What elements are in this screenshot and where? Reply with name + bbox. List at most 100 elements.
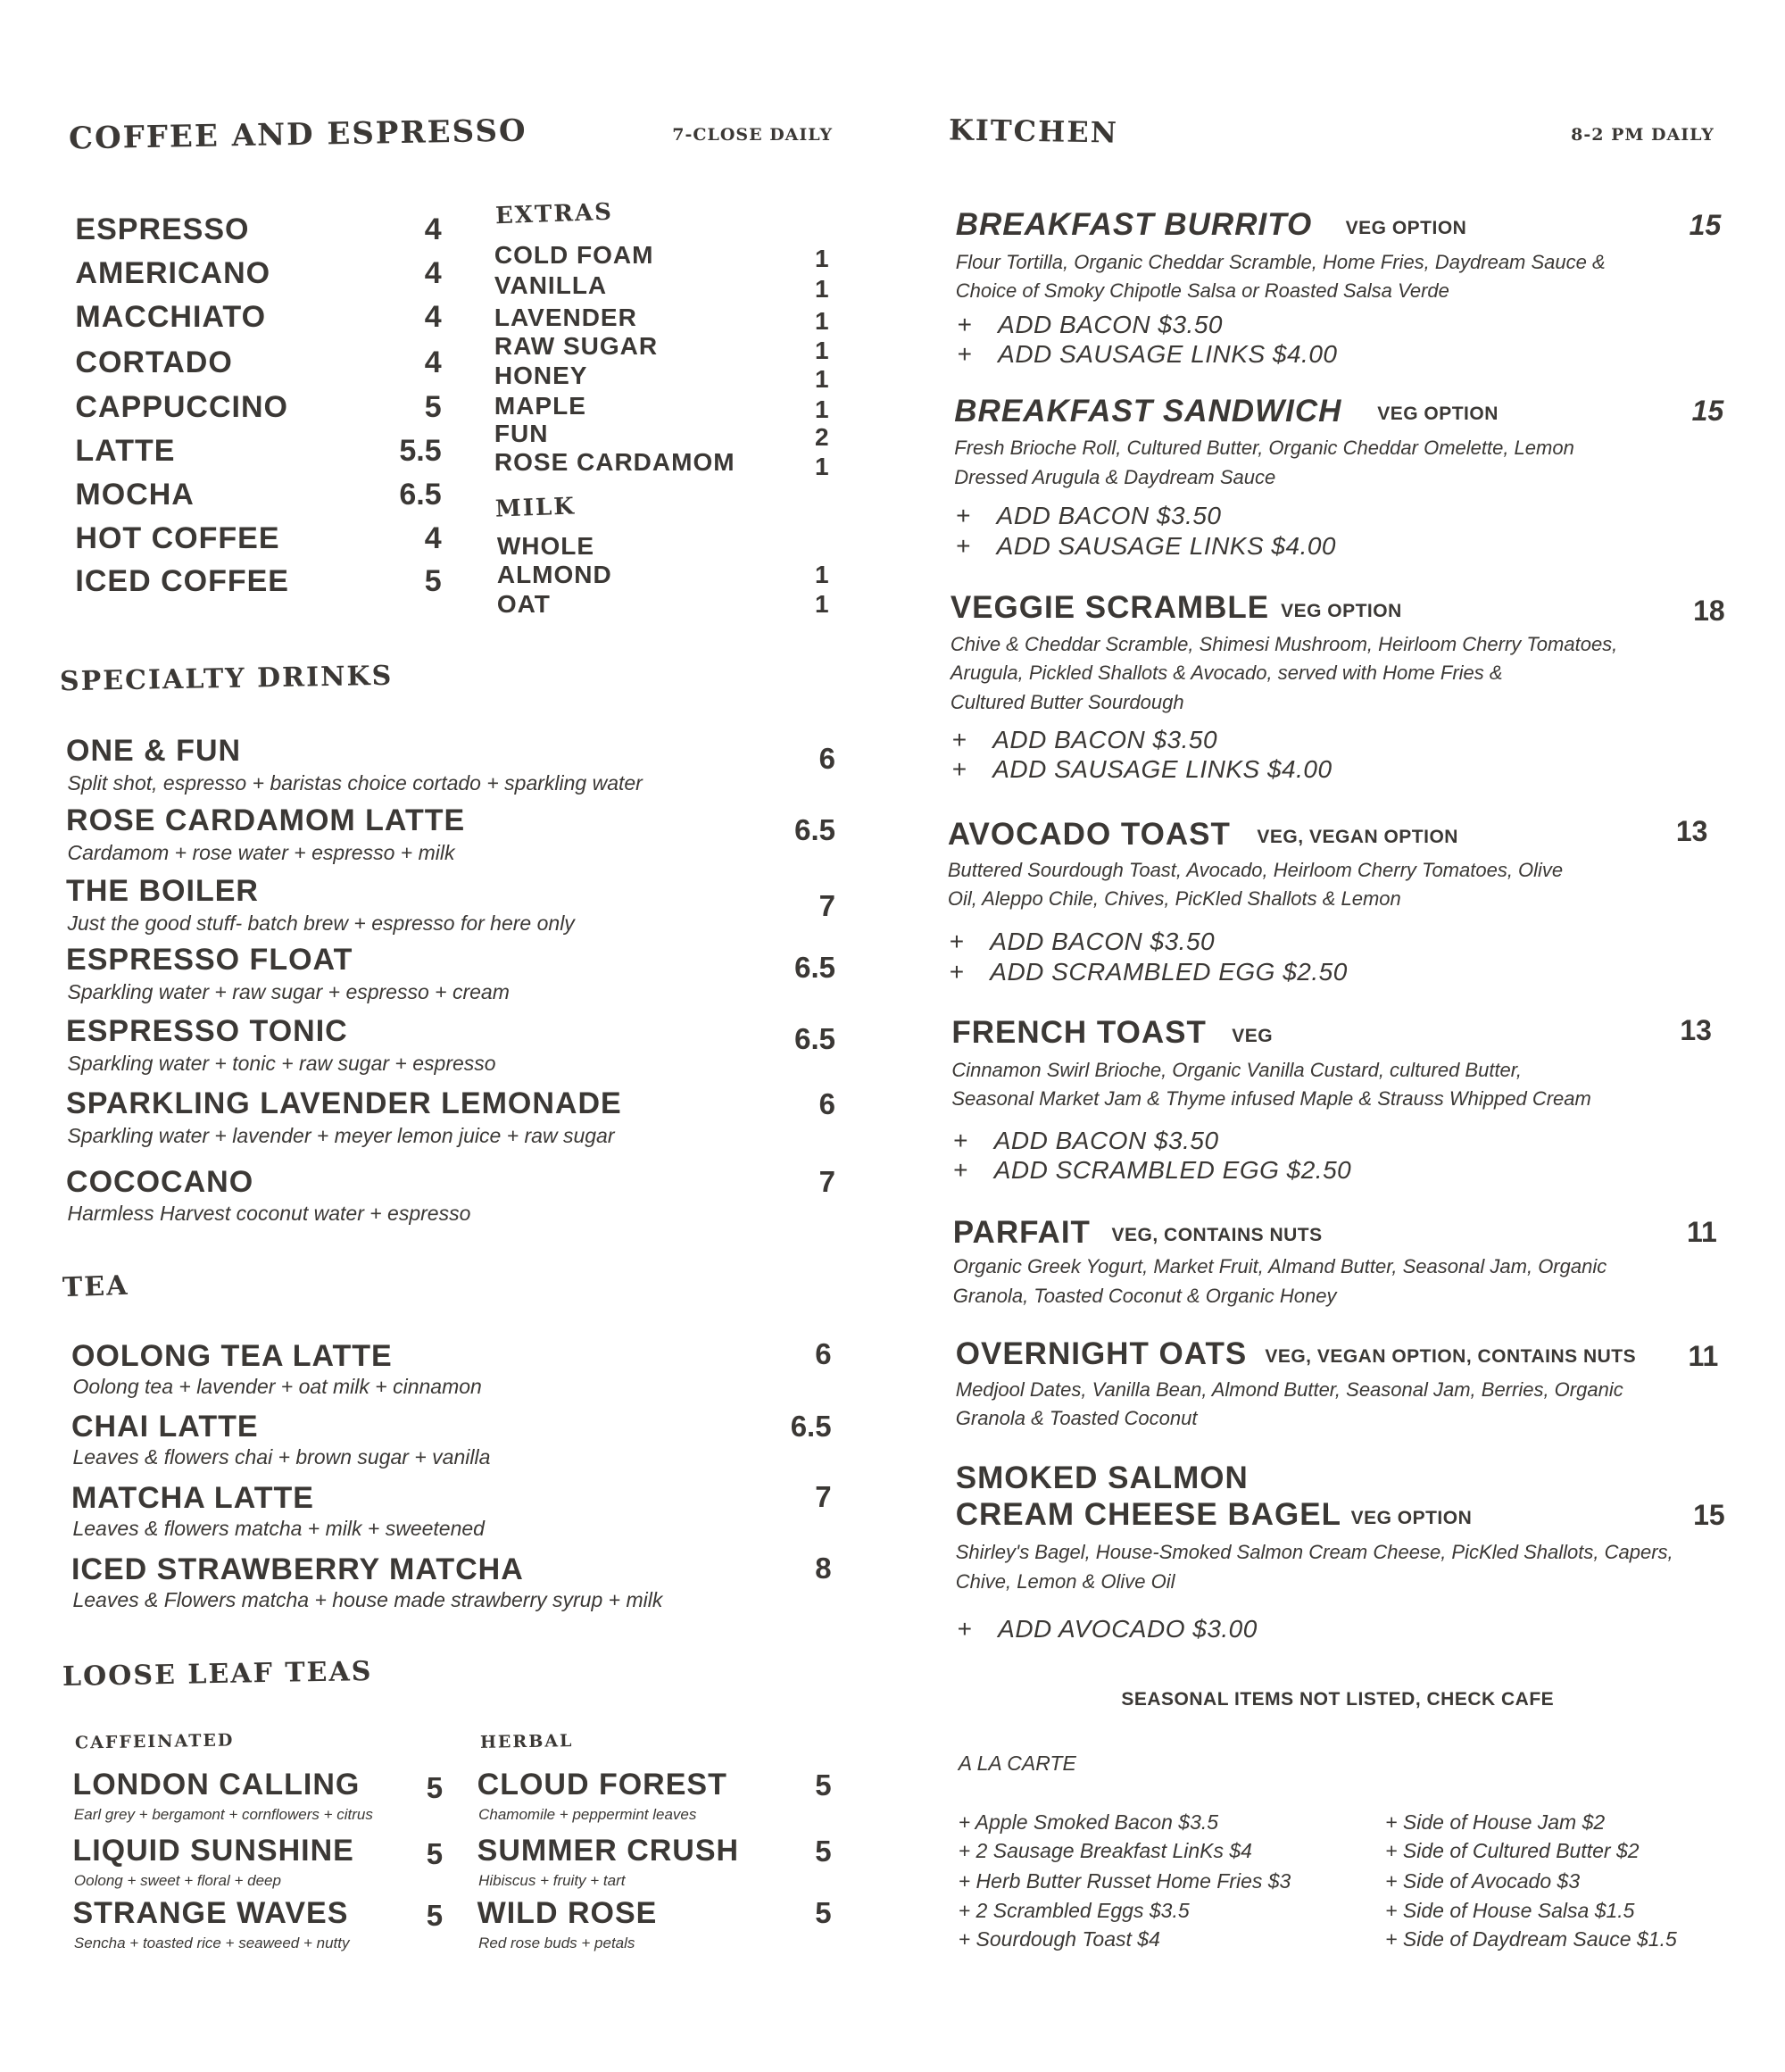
- milk-item-name: OAT: [496, 589, 551, 618]
- a-la-carte-item: + 2 Sausage Breakfast LinKs $4: [958, 1839, 1252, 1863]
- loose-tea-price: 5: [815, 1768, 832, 1802]
- kitchen-item-add-on: ADD SCRAMBLED EGG $2.50: [990, 957, 1348, 986]
- kitchen-item-add-on: ADD BACON $3.50: [998, 311, 1223, 339]
- kitchen-item-desc: Granola, Toasted Coconut & Organic Honey: [952, 1284, 1337, 1307]
- specialty-item-desc: Cardamom + rose water + espresso + milk: [67, 841, 455, 865]
- coffee-item-name: ICED COFFEE: [75, 564, 289, 599]
- kitchen-item-name: BREAKFAST BURRITO: [955, 207, 1313, 242]
- coffee-item-name: HOT COFFEE: [75, 520, 280, 555]
- extra-item-price: 1: [815, 395, 829, 424]
- tea-item-price: 8: [815, 1551, 832, 1585]
- specialty-item-price: 6.5: [794, 1022, 835, 1056]
- section-title-coffee: COFFEE AND ESPRESSO: [68, 112, 527, 157]
- extra-item-name: FUN: [494, 419, 549, 447]
- extra-item-name: HONEY: [494, 361, 588, 389]
- kitchen-item-desc: Fresh Brioche Roll, Cultured Butter, Org…: [954, 437, 1574, 460]
- tea-item-price: 7: [815, 1479, 832, 1513]
- specialty-item-price: 6: [818, 742, 835, 776]
- milk-item-name: ALMOND: [496, 561, 612, 589]
- a-la-carte-item: + Herb Butter Russet Home Fries $3: [958, 1869, 1291, 1893]
- coffee-item-price: 4: [424, 300, 442, 335]
- kitchen-item-add-on: ADD SAUSAGE LINKS $4.00: [998, 339, 1338, 368]
- specialty-item-name: ESPRESSO FLOAT: [66, 942, 353, 977]
- coffee-item-price: 4: [424, 256, 442, 291]
- kitchen-item-desc: Arugula, Pickled Shallots & Avocado, ser…: [950, 662, 1503, 685]
- kitchen-item-desc: Chive, Lemon & Olive Oil: [955, 1569, 1175, 1593]
- kitchen-item-name: AVOCADO TOAST: [947, 816, 1231, 852]
- tea-item-desc: Leaves & flowers chai + brown sugar + va…: [72, 1444, 491, 1469]
- coffee-item-name: ESPRESSO: [75, 212, 250, 247]
- coffee-item-price: 5: [424, 564, 442, 599]
- extra-item-name: ROSE CARDAMOM: [494, 448, 735, 477]
- loose-tea-name: LONDON CALLING: [72, 1768, 361, 1802]
- specialty-item-name: ROSE CARDAMOM LATTE: [66, 803, 466, 838]
- kitchen-item-add-on: ADD BACON $3.50: [990, 927, 1216, 955]
- specialty-item-desc: Sparkling water + lavender + meyer lemon…: [67, 1124, 615, 1147]
- specialty-item-price: 6.5: [794, 951, 835, 985]
- add-on-plus-icon: +: [952, 1155, 968, 1184]
- specialty-item-name: ESPRESSO TONIC: [66, 1013, 348, 1048]
- kitchen-item-name-line2: CREAM CHEESE BAGEL: [955, 1497, 1341, 1533]
- kitchen-item-add-on: ADD SAUSAGE LINKS $4.00: [996, 531, 1336, 560]
- specialty-item-name: THE BOILER: [66, 873, 259, 908]
- extra-item-price: 1: [815, 365, 829, 394]
- kitchen-item-tags: VEG OPTION: [1281, 601, 1402, 622]
- a-la-carte-item: + Side of House Jam $2: [1385, 1810, 1606, 1834]
- specialty-item-desc: Split shot, espresso + baristas choice c…: [67, 770, 643, 795]
- kitchen-item-desc: Cinnamon Swirl Brioche, Organic Vanilla …: [951, 1058, 1523, 1081]
- coffee-item-price: 4: [424, 345, 442, 379]
- coffee-item-name: LATTE: [75, 433, 176, 468]
- kitchen-item-desc: Medjool Dates, Vanilla Bean, Almond Butt…: [955, 1377, 1623, 1401]
- section-title-specialty: SPECIALTY DRINKS: [59, 660, 394, 698]
- tea-item-name: OOLONG TEA LATTE: [71, 1339, 393, 1374]
- a-la-carte-item: + Apple Smoked Bacon $3.5: [958, 1810, 1219, 1834]
- loose-tea-desc: Chamomile + peppermint leaves: [478, 1806, 697, 1824]
- tea-item-desc: Oolong tea + lavender + oat milk + cinna…: [72, 1375, 482, 1399]
- kitchen-item-price: 11: [1687, 1216, 1717, 1249]
- kitchen-item-name: VEGGIE SCRAMBLE: [950, 590, 1270, 626]
- specialty-item-desc: Sparkling water + tonic + raw sugar + es…: [67, 1051, 496, 1075]
- section-title-milk: MILK: [494, 493, 577, 523]
- tea-item-desc: Leaves & Flowers matcha + house made str…: [72, 1587, 663, 1611]
- kitchen-item-desc: Buttered Sourdough Toast, Avocado, Heirl…: [947, 858, 1564, 881]
- add-on-plus-icon: +: [955, 501, 971, 529]
- kitchen-item-price: 13: [1675, 815, 1708, 848]
- tea-item-price: 6: [815, 1336, 832, 1370]
- extra-item-price: 1: [815, 306, 829, 335]
- add-on-plus-icon: +: [952, 1127, 968, 1155]
- loose-tea-desc: Earl grey + bergamont + cornflowers + ci…: [73, 1806, 373, 1824]
- coffee-item-price: 6.5: [399, 477, 442, 512]
- kitchen-item-price: 13: [1680, 1013, 1712, 1046]
- extra-item-name: RAW SUGAR: [494, 332, 659, 361]
- specialty-item-price: 7: [818, 888, 835, 922]
- add-on-plus-icon: +: [957, 339, 973, 368]
- milk-item-price: 1: [815, 561, 829, 589]
- a-la-carte-item: + Side of House Salsa $1.5: [1385, 1898, 1635, 1922]
- kitchen-item-tags: VEG OPTION: [1377, 404, 1499, 425]
- coffee-item-name: CAPPUCCINO: [75, 389, 288, 424]
- coffee-item-price: 4: [424, 520, 442, 555]
- kitchen-item-desc: Chive & Cheddar Scramble, Shimesi Mushro…: [950, 632, 1618, 655]
- coffee-item-name: CORTADO: [75, 345, 233, 379]
- coffee-item-name: AMERICANO: [75, 256, 271, 291]
- milk-item-price: 1: [815, 589, 829, 618]
- milk-item-name: WHOLE: [496, 531, 595, 560]
- specialty-item-price: 6: [818, 1086, 835, 1120]
- add-on-plus-icon: +: [949, 957, 965, 986]
- extra-item-price: 1: [815, 452, 829, 480]
- kitchen-item-price: 18: [1693, 595, 1725, 628]
- extra-item-name: MAPLE: [494, 391, 586, 420]
- coffee-item-price: 5: [424, 389, 442, 424]
- tea-item-name: CHAI LATTE: [71, 1409, 259, 1444]
- add-on-plus-icon: +: [949, 927, 965, 955]
- hours-kitchen: 8-2 PM DAILY: [1571, 125, 1714, 146]
- extra-item-name: COLD FOAM: [494, 240, 654, 269]
- kitchen-item-name: PARFAIT: [952, 1214, 1091, 1250]
- kitchen-item-desc: Choice of Smoky Chipotle Salsa or Roaste…: [955, 279, 1449, 303]
- kitchen-item-add-on: ADD AVOCADO $3.00: [998, 1614, 1258, 1643]
- a-la-carte-title: A LA CARTE: [958, 1752, 1076, 1776]
- kitchen-item-name: SMOKED SALMON: [955, 1460, 1249, 1495]
- kitchen-item-tags: VEG, VEGAN OPTION: [1257, 827, 1458, 848]
- specialty-item-name: COCOCANO: [66, 1164, 254, 1199]
